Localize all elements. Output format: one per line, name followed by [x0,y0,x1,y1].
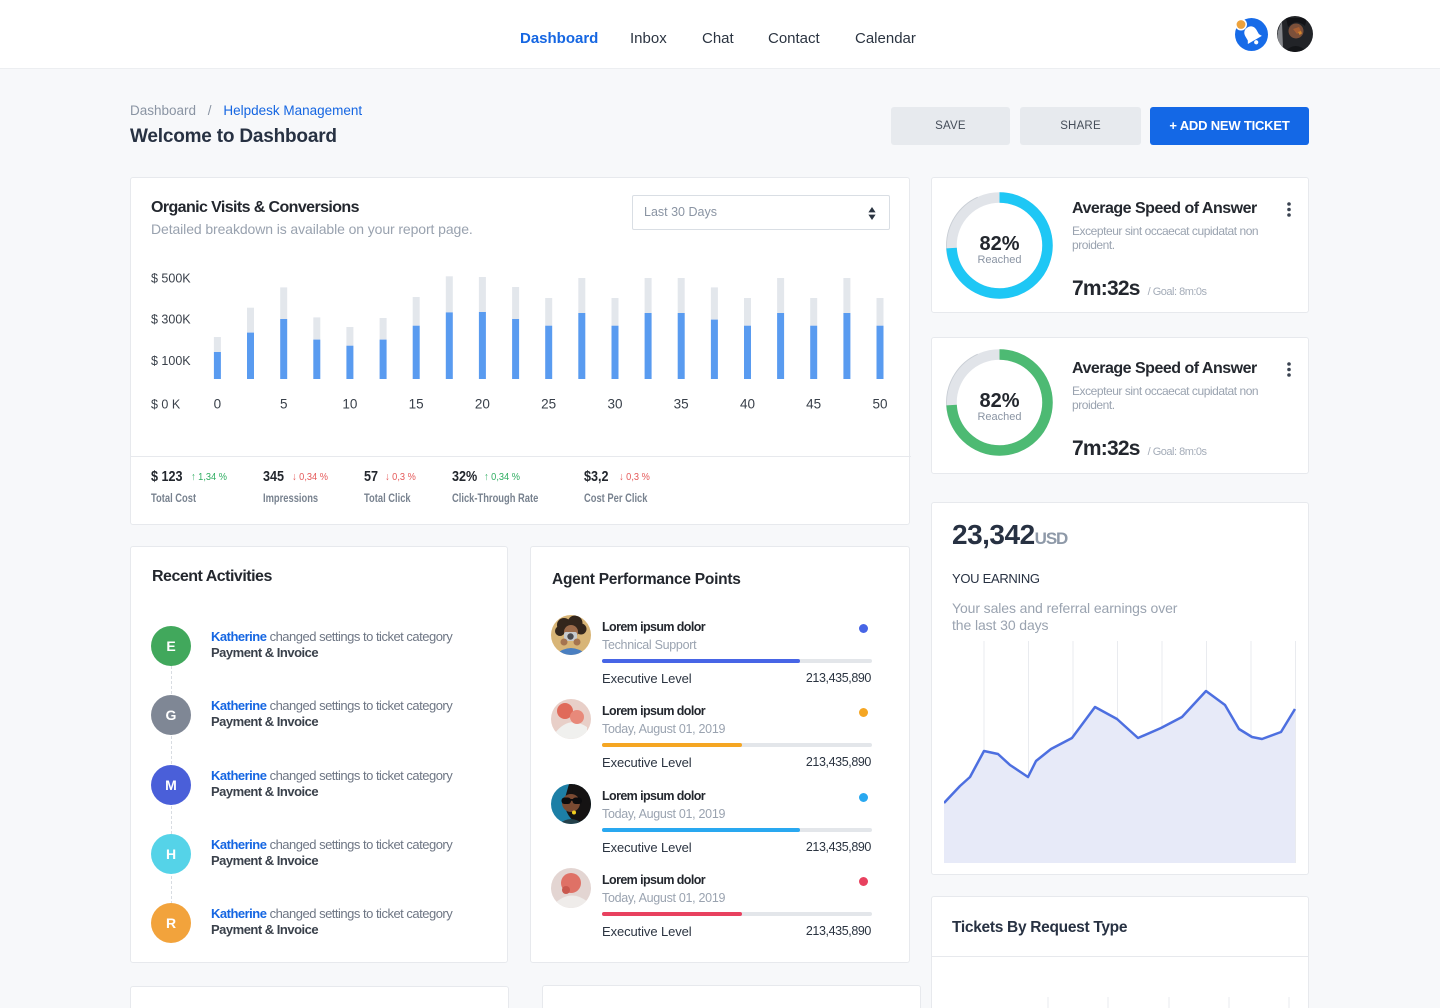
svg-text:0: 0 [214,397,222,412]
svg-text:25: 25 [541,397,556,412]
svg-text:$ 500K: $ 500K [151,272,191,286]
svg-text:Reached: Reached [977,411,1021,423]
svg-text:82%: 82% [979,233,1019,255]
svg-text:35: 35 [674,397,689,412]
svg-text:$ 0 K: $ 0 K [151,398,181,412]
svg-text:40: 40 [740,397,755,412]
svg-text:$ 300K: $ 300K [151,313,191,327]
svg-text:$ 100K: $ 100K [151,354,191,368]
svg-text:20: 20 [475,397,490,412]
svg-text:82%: 82% [979,390,1019,412]
svg-text:50: 50 [872,397,887,412]
svg-text:45: 45 [806,397,821,412]
svg-text:15: 15 [409,397,424,412]
svg-text:30: 30 [607,397,622,412]
svg-text:10: 10 [342,397,357,412]
svg-text:Reached: Reached [977,254,1021,266]
svg-text:5: 5 [280,397,288,412]
